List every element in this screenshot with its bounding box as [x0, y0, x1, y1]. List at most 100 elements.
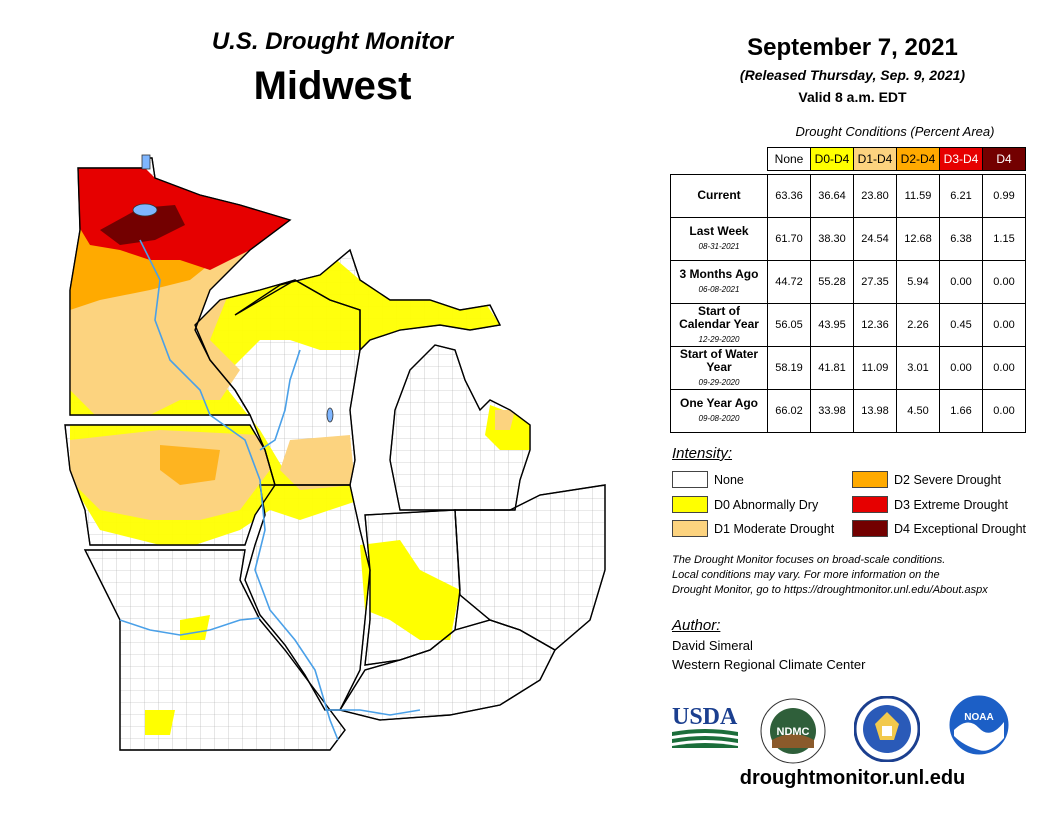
row-label-text: Start of Calendar Year: [679, 303, 759, 331]
legend-swatch-d2: [852, 471, 888, 488]
table-cell: 12.36: [853, 303, 897, 347]
table-cell: 0.00: [982, 346, 1026, 390]
d0-area-illinois: [360, 540, 460, 640]
table-cell: 3.01: [896, 346, 940, 390]
drought-areas: [70, 168, 530, 735]
table-row: Last Week 08-31-2021 61.70 38.30 24.54 12.68 6…: [670, 217, 1026, 261]
table-corner: [671, 148, 768, 171]
table-cell: 66.02: [767, 389, 811, 433]
state-outlines: [64, 157, 606, 751]
legend-label-d4: D4 Exceptional Drought: [894, 521, 1027, 536]
row-label-text: Start of Water Year: [679, 346, 759, 374]
table-cell: 58.19: [767, 346, 811, 390]
noaa-logo[interactable]: NOAA: [948, 694, 1010, 756]
table-cell: 2.26: [896, 303, 940, 347]
info-note-line: Local conditions may vary. For more info…: [672, 569, 940, 581]
table-row: 3 Months Ago 06-08-2021 44.72 55.28 27.35 5.9…: [670, 260, 1026, 304]
info-note-line: The Drought Monitor focuses on broad-sca…: [672, 554, 946, 566]
d2-area-iowa: [160, 445, 220, 485]
row-label-date: 08-31-2021: [698, 242, 740, 251]
table-row: Start of Calendar Year 12-29-2020 56.05 43.…: [670, 303, 1026, 347]
legend-label-d1: D1 Moderate Drought: [714, 521, 835, 536]
info-note: The Drought Monitor focuses on broad-sca…: [672, 553, 1052, 598]
region-title: Midwest: [253, 64, 412, 108]
drought-map: [64, 154, 606, 751]
usda-logo[interactable]: USDA: [672, 702, 738, 748]
table-cell: 63.36: [767, 174, 811, 218]
d1-area-michigan: [495, 410, 515, 430]
col-header-d4: D4: [982, 147, 1026, 171]
legend-swatch-d1: [672, 520, 708, 537]
table-row: Current 63.36 36.64 23.80 11.59 6.21 0.99: [670, 174, 1026, 218]
table-cell: 6.38: [939, 217, 983, 261]
noaa-logo-text: NOAA: [964, 712, 993, 723]
table-cell: 23.80: [853, 174, 897, 218]
table-cell: 0.99: [982, 174, 1026, 218]
row-label: Current: [670, 174, 768, 218]
website-url[interactable]: droughtmonitor.unl.edu: [739, 767, 966, 789]
table-cell: 0.00: [982, 303, 1026, 347]
ndmc-logo[interactable]: NDMC: [760, 698, 826, 764]
table-cell: 38.30: [810, 217, 854, 261]
table-cell: 11.09: [853, 346, 897, 390]
info-note-link[interactable]: Drought Monitor, go to https://droughtmo…: [672, 584, 988, 596]
release-date: (Released Thursday, Sep. 9, 2021): [739, 67, 966, 83]
d4-area: [100, 205, 185, 245]
legend-item-d3: D3 Extreme Drought: [852, 496, 1008, 513]
row-label-date: 09-29-2020: [698, 377, 740, 387]
table-cell: 0.00: [982, 260, 1026, 304]
table-cell: 0.45: [939, 303, 983, 347]
usda-logo-text: USDA: [672, 704, 738, 730]
legend-label-d0: D0 Abnormally Dry: [714, 497, 819, 512]
table-cell: 55.28: [810, 260, 854, 304]
drought-stats-table: None D0-D4 D1-D4 D2-D4 D3-D4 D4 Current 6…: [670, 147, 1026, 433]
row-label: Start of Water Year 09-29-2020: [670, 346, 768, 390]
valid-time: Valid 8 a.m. EDT: [798, 89, 907, 105]
table-cell: 36.64: [810, 174, 854, 218]
table-cell: 56.05: [767, 303, 811, 347]
legend-swatch-d3: [852, 496, 888, 513]
table-cell: 4.50: [896, 389, 940, 433]
table-row: Start of Water Year 09-29-2020 58.19 41.81 1…: [670, 346, 1026, 390]
table-cell: 12.68: [896, 217, 940, 261]
row-label-text: 3 Months Ago: [679, 267, 759, 281]
table-cell: 13.98: [853, 389, 897, 433]
commerce-seal-logo[interactable]: [853, 695, 921, 763]
map-title: U.S. Drought Monitor: [211, 28, 454, 55]
table-cell: 5.94: [896, 260, 940, 304]
ndmc-logo-text: NDMC: [777, 726, 810, 738]
row-label: Start of Calendar Year 12-29-2020: [670, 303, 768, 347]
col-header-d3-d4: D3-D4: [939, 147, 983, 171]
table-cell: 61.70: [767, 217, 811, 261]
legend-item-none: None: [672, 471, 744, 488]
legend-item-d1: D1 Moderate Drought: [672, 520, 834, 537]
table-cell: 0.00: [939, 260, 983, 304]
table-row: One Year Ago 09-08-2020 66.02 33.98 13.98 4.5…: [670, 389, 1026, 433]
row-label-text: One Year Ago: [679, 396, 759, 410]
table-cell: 27.35: [853, 260, 897, 304]
col-header-d2-d4: D2-D4: [896, 147, 940, 171]
legend-label-d3: D3 Extreme Drought: [894, 497, 1008, 512]
table-cell: 6.21: [939, 174, 983, 218]
table-cell: 33.98: [810, 389, 854, 433]
row-label-text: Last Week: [689, 224, 749, 238]
col-header-d1-d4: D1-D4: [853, 147, 897, 171]
row-label-text: Current: [697, 187, 741, 202]
author-organization: Western Regional Climate Center: [672, 657, 866, 672]
legend-swatch-d0: [672, 496, 708, 513]
table-cell: 43.95: [810, 303, 854, 347]
lakes: [132, 154, 334, 423]
row-label: 3 Months Ago 06-08-2021: [670, 260, 768, 304]
legend-title: Intensity:: [672, 445, 733, 462]
legend-item-d0: D0 Abnormally Dry: [672, 496, 818, 513]
legend-item-d4: D4 Exceptional Drought: [852, 520, 1026, 537]
d1-area-wisconsin: [280, 435, 355, 490]
col-header-none: None: [767, 147, 811, 171]
table-body: Current 63.36 36.64 23.80 11.59 6.21 0.99 Last …: [670, 174, 1026, 433]
legend-item-d2: D2 Severe Drought: [852, 471, 1001, 488]
table-cell: 24.54: [853, 217, 897, 261]
legend-swatch-none: [672, 471, 708, 488]
row-label-date: 12-29-2020: [698, 334, 740, 344]
table-cell: 1.66: [939, 389, 983, 433]
legend-label-d2: D2 Severe Drought: [894, 472, 1002, 487]
